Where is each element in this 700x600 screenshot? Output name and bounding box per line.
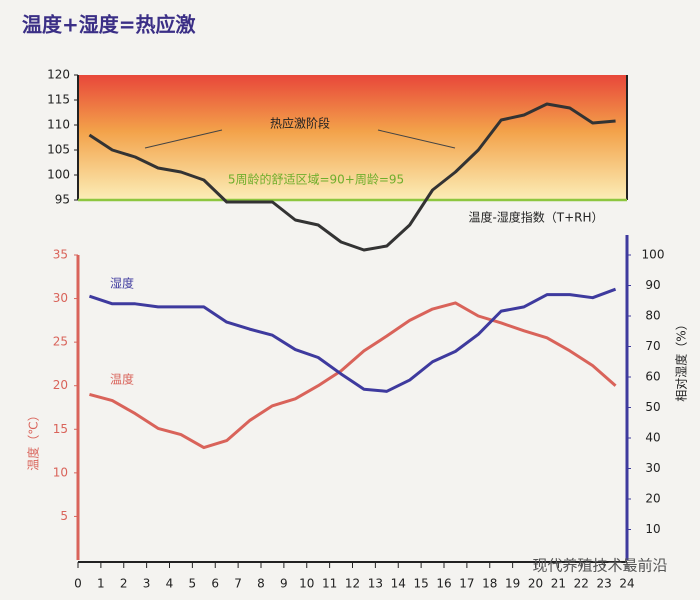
y-tick-label: 105 [47,143,70,157]
x-tick-label: 11 [322,577,337,591]
x-tick-label: 24 [619,577,634,591]
x-tick-label: 9 [280,577,288,591]
y2-tick-label: 100 [642,248,665,262]
chart-title: 温度+湿度=热应激 [22,13,196,37]
y-tick-label: 115 [47,93,70,107]
y-tick-label: 35 [53,248,68,262]
x-tick-label: 20 [528,577,543,591]
arrow [377,129,456,149]
heat-zone [78,75,627,200]
line [88,102,616,252]
x-tick-label: 1 [97,577,105,591]
x-tick-label: 22 [574,577,589,591]
x-tick-label: 8 [257,577,265,591]
series-label: 温度 [110,372,134,387]
y2-tick-label: 80 [645,309,660,323]
annotation: 热应激阶段 [270,116,330,131]
y2-tick-label: 50 [645,400,660,414]
x-tick-label: 15 [413,577,428,591]
y2-tick-label: 70 [645,339,660,353]
threshold-label: 5周龄的舒适区域=90+周龄=95 [228,172,404,187]
x-tick-label: 23 [596,577,611,591]
y-tick-label: 120 [47,68,70,82]
x-tick-label: 3 [143,577,151,591]
x-tick-label: 21 [551,577,566,591]
y2-tick-label: 90 [645,278,660,292]
y-tick-label: 10 [53,465,68,479]
line [88,287,617,393]
series-label: 温度-湿度指数（T+RH） [468,210,603,225]
line [89,301,617,450]
x-tick-label: 4 [166,577,174,591]
x-tick-label: 17 [459,577,474,591]
y-tick-label: 30 [53,291,68,305]
x-tick-label: 14 [391,577,406,591]
x-tick-label: 0 [74,577,82,591]
y-tick-label: 110 [47,118,70,132]
series-label: 湿度 [110,276,134,291]
x-tick-label: 10 [299,577,314,591]
y2-tick-label: 60 [645,370,660,384]
x-tick-label: 18 [482,577,497,591]
y-tick-label: 5 [60,509,68,523]
x-tick-label: 6 [211,577,219,591]
watermark: 现代养殖技术最前沿 [532,557,667,575]
x-tick-label: 16 [436,577,451,591]
y2-tick-label: 30 [645,461,660,475]
y2-tick-label: 40 [645,431,660,445]
y-tick-label: 25 [53,335,68,349]
y2-tick-label: 20 [645,492,660,506]
y-tick-label: 15 [53,422,68,436]
x-tick-label: 2 [120,577,128,591]
plot: 9510010511011512051015202530351020304050… [47,68,664,591]
x-tick-label: 19 [505,577,520,591]
y-tick-label: 100 [47,168,70,182]
x-tick-label: 13 [368,577,383,591]
y2-tick-label: 10 [645,522,660,536]
y-tick-label: 20 [53,378,68,392]
y-tick-label: 95 [55,193,70,207]
arrow [144,129,223,149]
x-tick-label: 7 [234,577,242,591]
x-tick-label: 12 [345,577,360,591]
x-tick-label: 5 [189,577,197,591]
y-axis-label: 温度（℃） [26,409,41,470]
y2-axis-label: 相对湿度（%） [674,318,689,401]
